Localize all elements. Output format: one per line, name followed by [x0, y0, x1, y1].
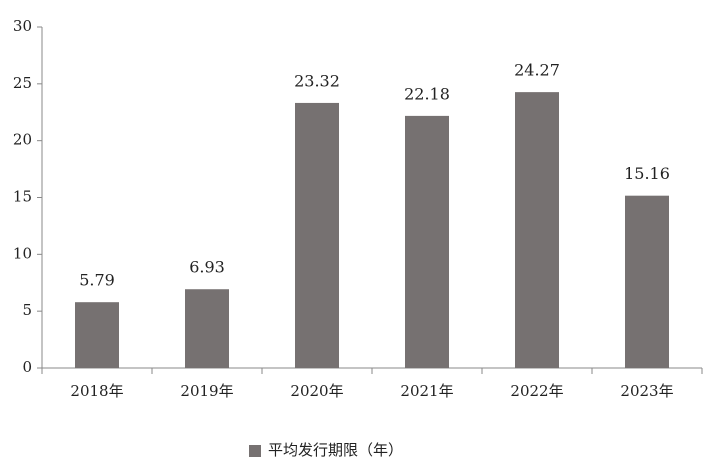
- y-tick-label: 0: [22, 358, 32, 376]
- y-tick-label: 20: [13, 131, 32, 149]
- data-label: 24.27: [514, 61, 560, 80]
- bar: [625, 195, 669, 368]
- bar: [515, 92, 559, 369]
- legend-label: 平均发行期限（年）: [268, 441, 403, 459]
- x-tick-label: 2020年: [290, 382, 343, 400]
- data-label: 23.32: [294, 71, 340, 90]
- y-tick-label: 30: [13, 17, 32, 35]
- y-tick-label: 15: [13, 188, 32, 206]
- y-tick-label: 25: [13, 74, 32, 92]
- data-label: 5.79: [79, 271, 115, 290]
- data-label: 22.18: [404, 84, 450, 103]
- legend-swatch: [249, 445, 261, 457]
- x-tick-label: 2018年: [70, 382, 123, 400]
- x-tick-label: 2023年: [620, 382, 673, 400]
- x-tick-label: 2022年: [510, 382, 563, 400]
- x-tick-label: 2019年: [180, 382, 233, 400]
- x-tick-label: 2021年: [400, 382, 453, 400]
- bar: [75, 302, 119, 368]
- bar: [405, 115, 449, 369]
- y-tick-label: 5: [22, 301, 32, 319]
- bar: [185, 289, 229, 368]
- data-label: 6.93: [189, 258, 225, 277]
- legend: 平均发行期限（年）: [249, 441, 403, 459]
- bar: [295, 102, 339, 369]
- data-label: 15.16: [624, 164, 670, 183]
- y-tick-label: 10: [13, 244, 32, 262]
